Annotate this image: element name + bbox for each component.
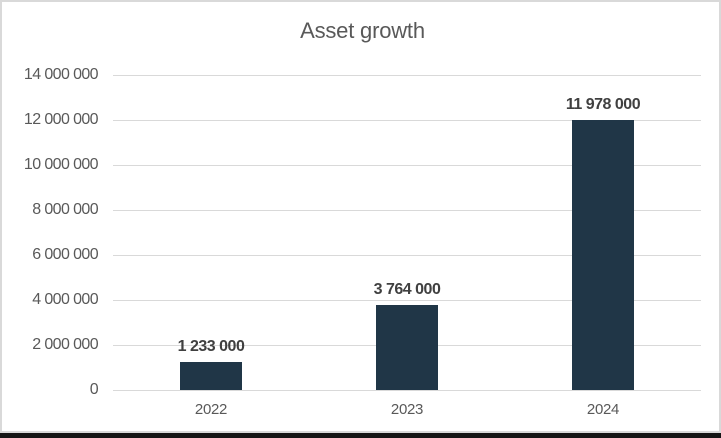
bar-2023[interactable]	[376, 305, 438, 390]
x-axis-category-label-2024: 2024	[586, 401, 620, 418]
gridline	[113, 300, 701, 301]
y-axis-tick-label: 12 000 000	[23, 111, 99, 128]
data-label-2022: 1 233 000	[177, 338, 245, 356]
x-axis-category-label-2022: 2022	[194, 401, 228, 418]
bottom-border-line	[0, 433, 721, 438]
gridline	[113, 255, 701, 256]
y-axis-tick-label: 4 000 000	[32, 291, 98, 308]
y-axis-tick-label: 8 000 000	[32, 201, 98, 218]
gridline	[113, 165, 701, 166]
gridline	[113, 75, 701, 76]
y-axis-tick-label: 6 000 000	[32, 246, 98, 263]
data-label-2024: 11 978 000	[565, 96, 641, 114]
y-axis-tick-label: 14 000 000	[23, 66, 99, 83]
y-axis-tick-label: 2 000 000	[32, 336, 98, 353]
gridline	[113, 210, 701, 211]
chart-title: Asset growth	[300, 18, 425, 43]
gridline	[113, 390, 701, 391]
gridline	[113, 120, 701, 121]
y-axis-tick-label: 10 000 000	[23, 156, 99, 173]
bar-2022[interactable]	[180, 362, 242, 390]
bar-2024[interactable]	[572, 120, 634, 390]
y-axis-tick-label: 0	[89, 381, 99, 398]
x-axis-category-label-2023: 2023	[390, 401, 424, 418]
data-label-2023: 3 764 000	[373, 281, 441, 299]
